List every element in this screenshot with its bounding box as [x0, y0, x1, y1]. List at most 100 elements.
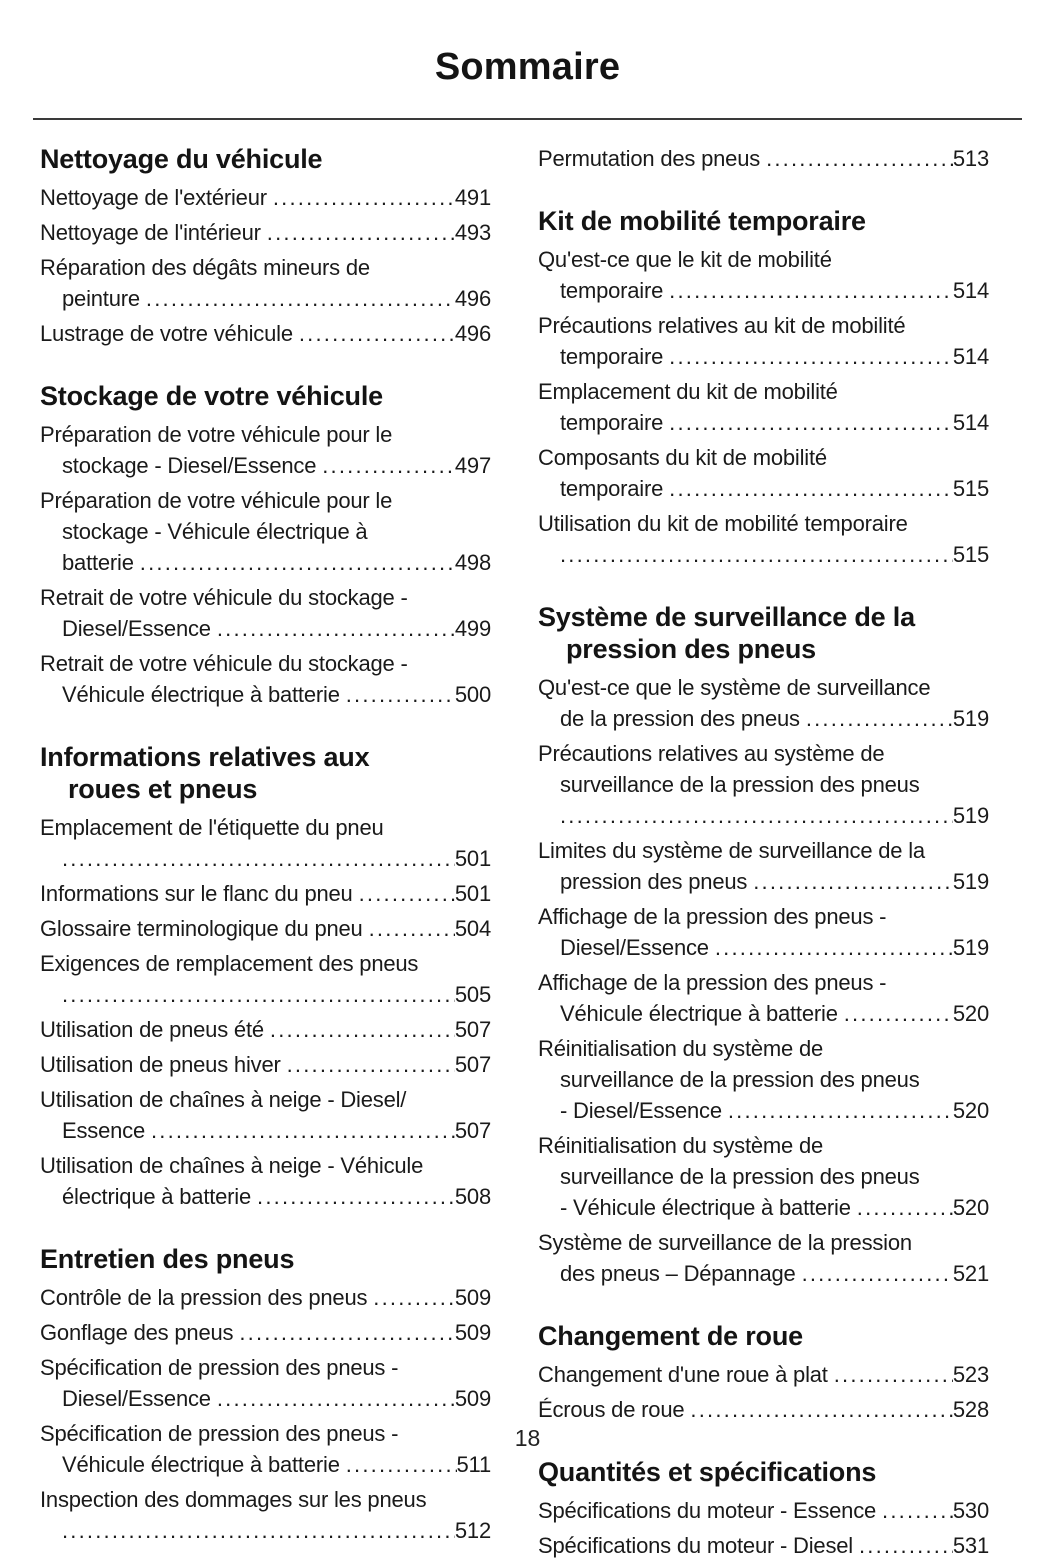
toc-entry[interactable]: Retrait de votre véhicule du stockage - D… — [40, 582, 491, 644]
entry-page-number: 505 — [454, 982, 491, 1007]
entry-text-line: Inspection des dommages sur les pneus — [40, 1487, 427, 1512]
section-heading-line: pression des pneus — [566, 634, 816, 664]
entry-text-line: Spécification de pression des pneus - — [40, 1355, 399, 1380]
entry-text: Diesel/Essence — [560, 935, 709, 960]
toc-entry[interactable]: Utilisation de chaînes à neige - Véhicul… — [40, 1150, 491, 1212]
toc-entry[interactable]: Permutation des pneus 513 — [538, 143, 989, 174]
toc-entry[interactable]: Réparation des dégâts mineurs de peinture… — [40, 252, 491, 314]
entry-text-line: Retrait de votre véhicule du stockage - — [40, 651, 408, 676]
toc-entry[interactable]: Glossaire terminologique du pneu 504 — [40, 913, 491, 944]
toc-entry[interactable]: Spécification de pression des pneus - Die… — [40, 1352, 491, 1414]
toc-entry[interactable]: Utilisation de chaînes à neige - Diesel/… — [40, 1084, 491, 1146]
entry-text-line: Exigences de remplacement des pneus — [40, 951, 419, 976]
manual-toc-page: Sommaire Nettoyage du véhicule Nettoyage … — [0, 46, 1055, 1558]
toc-entry[interactable]: Précautions relatives au kit de mobilité… — [538, 310, 989, 372]
entry-page-number: 501 — [454, 846, 491, 871]
toc-section: Entretien des pneus Contrôle de la pressi… — [40, 1243, 491, 1546]
toc-entry[interactable]: Emplacement de l'étiquette du pneu 501 — [40, 812, 491, 874]
dot-leader — [857, 1192, 953, 1223]
section-heading-line: Système de surveillance de la — [538, 602, 915, 632]
entry-page-number: 504 — [454, 916, 491, 941]
toc-entry[interactable]: Informations sur le flanc du pneu 501 — [40, 878, 491, 909]
dot-leader — [217, 1383, 455, 1414]
toc-entry[interactable]: Retrait de votre véhicule du stockage - V… — [40, 648, 491, 710]
toc-entry[interactable]: Inspection des dommages sur les pneus 512 — [40, 1484, 491, 1546]
toc-entry[interactable]: Utilisation de pneus hiver 507 — [40, 1049, 491, 1080]
dot-leader — [669, 275, 953, 306]
entry-text-line: Affichage de la pression des pneus - — [538, 904, 887, 929]
entry-text: Nettoyage de l'intérieur — [40, 220, 261, 245]
toc-entry[interactable]: Spécifications du moteur - Diesel 531 — [538, 1530, 989, 1561]
entry-text-line: Retrait de votre véhicule du stockage - — [40, 585, 408, 610]
entry-text-line: Préparation de votre véhicule pour le — [40, 488, 393, 513]
toc-entry[interactable]: Limites du système de surveillance de la… — [538, 835, 989, 897]
toc-entry[interactable]: Nettoyage de l'intérieur 493 — [40, 217, 491, 248]
toc-entry[interactable]: Réinitialisation du système de surveillan… — [538, 1033, 989, 1126]
entry-page-number: 519 — [952, 803, 989, 828]
toc-entry[interactable]: Composants du kit de mobilité temporaire 5… — [538, 442, 989, 504]
entry-page-number: 523 — [952, 1362, 989, 1387]
toc-entry[interactable]: Utilisation de pneus été 507 — [40, 1014, 491, 1045]
toc-entry[interactable]: Qu'est-ce que le système de surveillance… — [538, 672, 989, 734]
toc-entry[interactable]: Nettoyage de l'extérieur 491 — [40, 182, 491, 213]
toc-entry[interactable]: Affichage de la pression des pneus - Véhi… — [538, 967, 989, 1029]
entry-text: des pneus – Dépannage — [560, 1261, 796, 1286]
entry-text-line: Affichage de la pression des pneus - — [538, 970, 887, 995]
dot-leader — [239, 1317, 455, 1348]
section-heading: Stockage de votre véhicule — [40, 380, 491, 412]
section-heading: Changement de roue — [538, 1320, 989, 1352]
entry-page-number: 530 — [952, 1498, 989, 1523]
dot-leader — [62, 843, 455, 874]
entry-page-number: 497 — [454, 453, 491, 478]
section-heading: Système de surveillance de la pression de… — [538, 601, 989, 665]
toc-entry[interactable]: Contrôle de la pression des pneus 509 — [40, 1282, 491, 1313]
entry-page-number: 519 — [952, 869, 989, 894]
toc-entry[interactable]: Changement d'une roue à plat 523 — [538, 1359, 989, 1390]
entry-text: électrique à batterie — [62, 1184, 252, 1209]
entry-page-number: 512 — [454, 1518, 491, 1543]
toc-section: Changement de roue Changement d'une roue … — [538, 1320, 989, 1425]
toc-section: Système de surveillance de la pression de… — [538, 601, 989, 1289]
entry-text-line: surveillance de la pression des pneus — [560, 1164, 920, 1189]
entry-text: Nettoyage de l'extérieur — [40, 185, 267, 210]
entry-text: Spécifications du moteur - Essence — [538, 1498, 877, 1523]
toc-entry[interactable]: Système de surveillance de la pression de… — [538, 1227, 989, 1289]
toc-entry[interactable]: Utilisation du kit de mobilité temporair… — [538, 508, 989, 570]
entry-text: temporaire — [560, 410, 664, 435]
entry-text-line: Utilisation de chaînes à neige - Véhicul… — [40, 1153, 424, 1178]
dot-leader — [373, 1282, 455, 1313]
dot-leader — [299, 318, 455, 349]
dot-leader — [273, 182, 455, 213]
entry-page-number: 515 — [952, 476, 989, 501]
toc-entry[interactable]: Gonflage des pneus 509 — [40, 1317, 491, 1348]
dot-leader — [753, 866, 953, 897]
dot-leader — [346, 679, 455, 710]
toc-entry[interactable]: Emplacement du kit de mobilité temporaire… — [538, 376, 989, 438]
entry-text-line: Préparation de votre véhicule pour le — [40, 422, 393, 447]
entry-text-line: stockage - Véhicule électrique à — [62, 519, 368, 544]
toc-entry[interactable]: Écrous de roue 528 — [538, 1394, 989, 1425]
dot-leader — [859, 1530, 953, 1561]
toc-entry[interactable]: Spécifications du moteur - Essence 530 — [538, 1495, 989, 1526]
toc-entry[interactable]: Affichage de la pression des pneus - Dies… — [538, 901, 989, 963]
dot-leader — [151, 1115, 455, 1146]
entry-page-number: 496 — [454, 286, 491, 311]
toc-entry[interactable]: Préparation de votre véhicule pour le sto… — [40, 485, 491, 578]
toc-entry[interactable]: Réinitialisation du système de surveillan… — [538, 1130, 989, 1223]
dot-leader — [322, 450, 455, 481]
toc-entry[interactable]: Exigences de remplacement des pneus 505 — [40, 948, 491, 1010]
toc-section: Kit de mobilité temporaire Qu'est-ce que … — [538, 205, 989, 570]
title-rule — [33, 118, 1022, 120]
toc-entry[interactable]: Qu'est-ce que le kit de mobilité temporai… — [538, 244, 989, 306]
entry-text: peinture — [62, 286, 140, 311]
toc-entry[interactable]: Lustrage de votre véhicule 496 — [40, 318, 491, 349]
entry-text-line: Emplacement du kit de mobilité — [538, 379, 838, 404]
entry-page-number: 496 — [454, 321, 491, 346]
dot-leader — [140, 547, 455, 578]
toc-entry[interactable]: Précautions relatives au système de surve… — [538, 738, 989, 831]
dot-leader — [728, 1095, 953, 1126]
entry-page-number: 519 — [952, 706, 989, 731]
entry-page-number: 531 — [952, 1533, 989, 1558]
entry-page-number: 491 — [454, 185, 491, 210]
toc-entry[interactable]: Préparation de votre véhicule pour le sto… — [40, 419, 491, 481]
